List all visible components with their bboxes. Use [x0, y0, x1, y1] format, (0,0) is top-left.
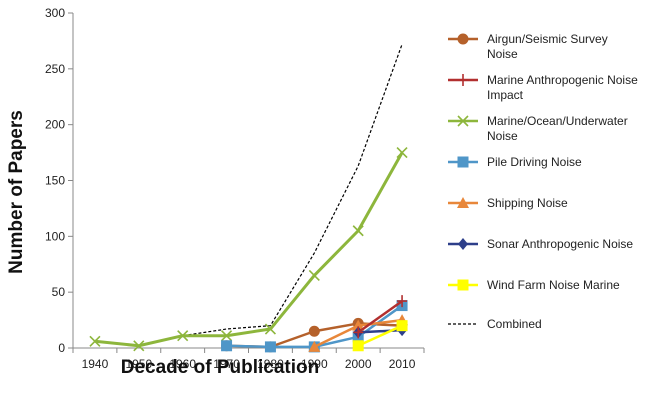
x-tick-label: 1990 — [301, 357, 328, 371]
legend-entry: Pile Driving Noise — [448, 155, 582, 169]
data-point — [396, 320, 408, 332]
y-tick-label: 250 — [45, 62, 65, 76]
legend-entry: Combined — [448, 317, 542, 331]
data-point — [308, 325, 320, 337]
data-point — [264, 341, 276, 353]
data-point — [308, 340, 321, 352]
data-point — [89, 335, 101, 347]
data-point — [352, 225, 364, 237]
legend-marker — [457, 115, 469, 127]
series-line — [94, 151, 404, 348]
y-tick-label: 300 — [45, 6, 65, 20]
series-group — [89, 44, 409, 353]
legend-entry: Marine Anthropogenic Noise Impact — [448, 73, 638, 102]
data-point — [220, 330, 233, 342]
x-axis-title: Decade of Publication — [121, 357, 319, 378]
legend-marker — [458, 74, 468, 86]
x-tick-label: 1960 — [169, 357, 196, 371]
legend-entry: Marine/Ocean/Underwater Noise — [448, 114, 628, 143]
series-6 — [352, 320, 408, 352]
y-tick-label: 100 — [45, 229, 65, 243]
x-tick-label: 1940 — [82, 357, 109, 371]
legend-entry: Airgun/Seismic Survey Noise — [448, 32, 608, 61]
data-point — [397, 295, 408, 308]
data-point — [264, 323, 277, 335]
legend-entry: Sonar Anthropogenic Noise — [448, 237, 633, 251]
data-point — [352, 340, 364, 352]
series-line — [357, 300, 403, 334]
data-point — [177, 330, 189, 342]
legend-label: Shipping Noise — [487, 196, 568, 210]
series-line — [94, 44, 403, 347]
legend-entry: Wind Farm Noise Marine — [448, 278, 620, 292]
legend-marker — [457, 33, 469, 45]
x-tick-label: 1980 — [257, 357, 284, 371]
legend-label: Combined — [487, 317, 542, 331]
legend-label: Airgun/Seismic Survey Noise — [487, 32, 608, 61]
x-tick-label: 2000 — [345, 357, 372, 371]
legend-label: Marine Anthropogenic Noise Impact — [487, 73, 638, 102]
x-tick-label: 1950 — [125, 357, 152, 371]
data-point — [133, 340, 145, 352]
legend: Airgun/Seismic Survey Noise Marine Anthrop… — [448, 32, 638, 331]
legend-entry: Shipping Noise — [448, 196, 568, 210]
series-line — [358, 328, 403, 334]
data-point — [308, 269, 320, 281]
legend-marker — [457, 279, 469, 291]
series-2 — [89, 147, 408, 352]
y-axis-title: Number of Papers — [6, 110, 27, 274]
data-point — [221, 340, 233, 352]
y-tick-label: 200 — [45, 118, 65, 132]
legend-marker — [457, 197, 469, 208]
x-tick-label: 2010 — [389, 357, 416, 371]
legend-label: Sonar Anthropogenic Noise — [487, 237, 633, 251]
y-tick-label: 0 — [58, 341, 65, 355]
legend-marker — [458, 238, 468, 250]
series-line — [357, 324, 403, 347]
x-tick-label: 1970 — [213, 357, 240, 371]
legend-label: Marine/Ocean/Underwater Noise — [487, 114, 628, 143]
y-tick-label: 50 — [52, 285, 66, 299]
series-7 — [94, 44, 403, 347]
legend-label: Pile Driving Noise — [487, 155, 582, 169]
data-point — [396, 147, 408, 159]
axes: 0 50 100 150 200 250 300 1940 1950 1960 1970 1980 19… — [45, 6, 425, 371]
series-1 — [353, 295, 408, 339]
data-point — [352, 319, 365, 331]
legend-label: Wind Farm Noise Marine — [487, 278, 620, 292]
data-point — [353, 326, 364, 339]
y-tick-label: 150 — [45, 174, 65, 188]
legend-marker — [457, 156, 469, 168]
